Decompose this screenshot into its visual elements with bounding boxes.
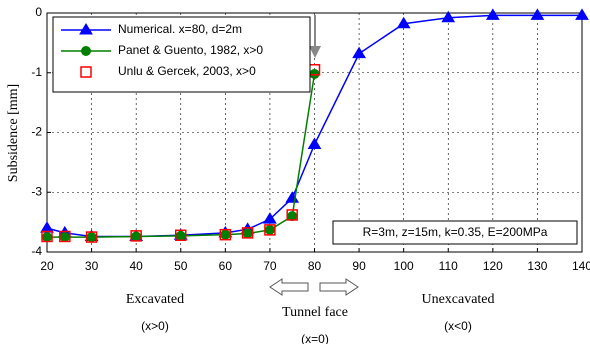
y-tick-label: 0 xyxy=(35,5,42,19)
marker xyxy=(81,46,91,56)
marker xyxy=(85,231,98,243)
marker xyxy=(175,229,187,242)
marker xyxy=(352,46,366,59)
marker xyxy=(80,66,92,78)
x-tick-label: 130 xyxy=(527,259,547,273)
legend-label: Numerical. x=80, d=2m xyxy=(118,22,242,36)
marker xyxy=(242,228,253,239)
legend-box xyxy=(52,16,311,93)
plot-frame xyxy=(46,12,583,253)
marker xyxy=(441,10,456,23)
y-axis-label: Subsidence [mm] xyxy=(6,84,21,182)
annotation: (x<0) xyxy=(444,319,472,333)
marker xyxy=(220,229,231,240)
x-tick-label: 60 xyxy=(219,259,233,273)
marker xyxy=(309,68,320,79)
marker xyxy=(59,230,71,243)
y-tick-label: -3 xyxy=(31,184,42,198)
x-tick-label: 110 xyxy=(439,259,458,273)
y-tick-label: -2 xyxy=(31,125,42,139)
legend-label: Unlu & Gercek, 2003, x>0 xyxy=(118,64,256,78)
x-tick-label: 40 xyxy=(129,259,143,273)
marker xyxy=(241,227,254,239)
x-tick-label: 70 xyxy=(263,259,277,273)
marker xyxy=(131,231,142,242)
x-tick-label: 100 xyxy=(394,259,414,273)
marker xyxy=(175,230,186,241)
marker xyxy=(86,232,97,243)
marker xyxy=(41,230,53,243)
arrow-left xyxy=(269,278,309,296)
annotation: R=3m, z=15m, k=0.35, E=200MPa xyxy=(363,225,548,239)
series-line xyxy=(47,73,316,238)
marker xyxy=(79,23,93,35)
x-tick-label: 80 xyxy=(308,259,322,273)
annotation: (x>0) xyxy=(141,319,169,333)
marker xyxy=(59,232,70,243)
legend-label: Panet & Guento, 1982, x>0 xyxy=(118,43,263,57)
marker xyxy=(485,8,500,20)
x-tick-label: 50 xyxy=(174,259,188,273)
y-tick-label: -4 xyxy=(31,244,42,258)
marker xyxy=(130,230,142,242)
annotation: (x=0) xyxy=(301,332,329,344)
annotation: Unexcavated xyxy=(421,292,494,307)
face-arrow-head xyxy=(309,46,321,58)
marker xyxy=(530,8,545,20)
x-tick-label: 20 xyxy=(40,259,54,273)
marker xyxy=(286,209,298,221)
marker xyxy=(219,228,232,241)
marker xyxy=(264,224,275,235)
marker xyxy=(264,224,276,236)
marker xyxy=(42,232,52,243)
marker xyxy=(396,16,411,29)
marker xyxy=(575,8,589,20)
marker xyxy=(263,212,277,224)
y-tick-label: -1 xyxy=(31,65,42,79)
x-tick-label: 90 xyxy=(352,259,366,273)
marker xyxy=(307,137,322,149)
x-tick-label: 120 xyxy=(483,259,503,273)
x-tick-label: 30 xyxy=(85,259,99,273)
annotation: Tunnel face xyxy=(282,305,348,320)
x-tick-label: 140 xyxy=(572,259,590,273)
arrow-right xyxy=(319,278,359,296)
annotation-box xyxy=(332,220,578,245)
annotation: Excavated xyxy=(126,292,184,307)
